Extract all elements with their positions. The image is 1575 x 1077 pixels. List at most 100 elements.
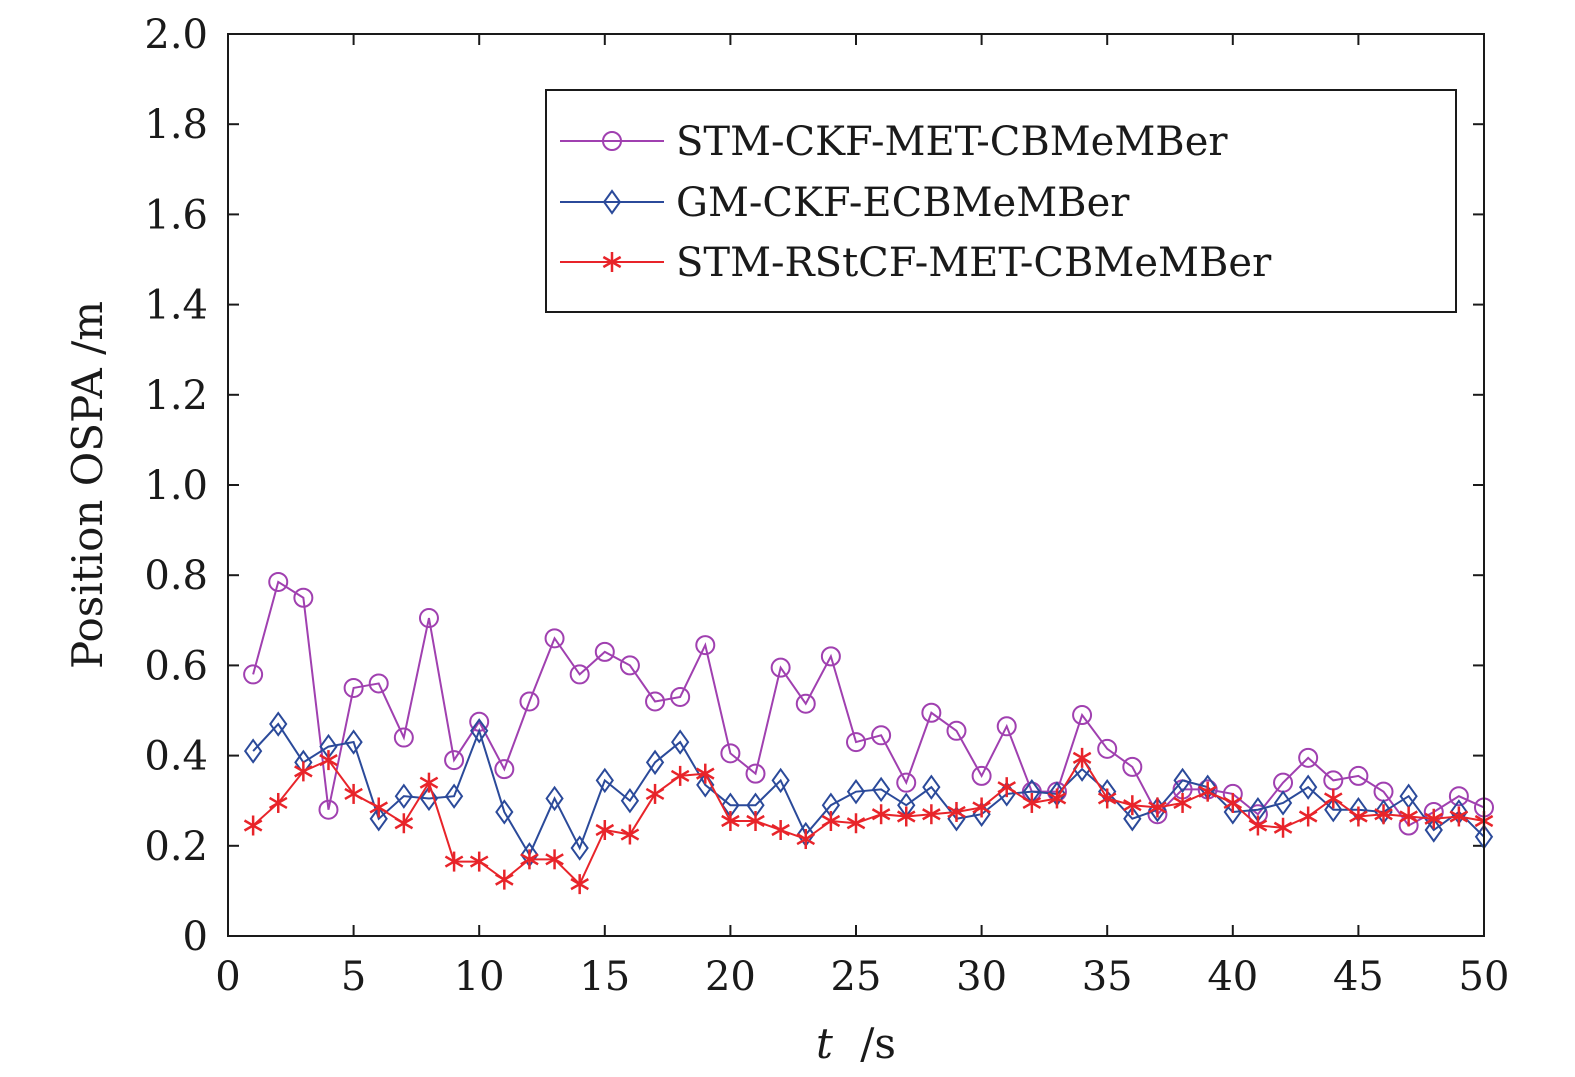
data-point-shape	[846, 778, 866, 805]
data-point	[771, 767, 790, 794]
data-point-shape	[871, 776, 891, 803]
data-point	[1424, 808, 1444, 829]
data-point-shape	[1299, 774, 1318, 800]
data-point	[1349, 806, 1368, 827]
data-point	[494, 759, 515, 780]
x-tick-label: 50	[1459, 954, 1510, 1000]
data-point	[1449, 806, 1469, 827]
data-point-stroke	[670, 769, 690, 782]
data-point	[1324, 797, 1343, 823]
data-point-shape	[871, 725, 892, 746]
series-line	[252, 722, 1485, 858]
data-point	[645, 749, 665, 776]
data-point	[971, 765, 992, 786]
data-point-stroke	[1097, 792, 1117, 805]
data-point-shape	[243, 738, 263, 764]
legend-marker-shape	[602, 189, 622, 215]
data-point-stroke	[746, 814, 765, 828]
legend-entries: STM-CKF-MET-CBMeMBer GM-CKF-ECBMeMBer STM-…	[560, 119, 1272, 286]
data-point-shape	[1424, 817, 1443, 843]
data-point-stroke	[1424, 812, 1444, 825]
y-tick-label: 2.0	[144, 12, 208, 58]
data-point	[922, 774, 941, 800]
data-point-shape	[1122, 756, 1143, 777]
data-point-stroke	[1399, 810, 1418, 823]
data-point	[997, 777, 1017, 798]
data-point-stroke	[947, 805, 966, 819]
x-tick-label: 10	[454, 954, 505, 1000]
data-point	[243, 664, 264, 685]
data-point-shape	[645, 749, 665, 776]
data-point	[294, 761, 313, 782]
legend-entry: STM-CKF-MET-CBMeMBer	[560, 119, 1228, 165]
y-tick-label: 1.4	[144, 283, 208, 329]
data-point-stroke	[1323, 792, 1343, 805]
data-point-shape	[594, 641, 615, 662]
y-tick-label: 1.6	[144, 192, 208, 238]
data-point	[1123, 795, 1142, 816]
data-point-shape	[343, 677, 364, 698]
data-point	[871, 776, 891, 803]
data-point-shape	[368, 673, 389, 694]
data-point	[1299, 774, 1318, 800]
data-point	[770, 657, 791, 678]
data-point-shape	[293, 587, 314, 608]
data-point	[1298, 806, 1318, 827]
data-point	[1273, 817, 1293, 838]
data-point-stroke	[1273, 821, 1293, 834]
data-point-shape	[470, 718, 489, 744]
data-point-shape	[771, 767, 790, 794]
data-point-shape	[393, 727, 414, 748]
data-point-shape	[971, 765, 992, 786]
data-point	[469, 851, 489, 872]
data-point-shape	[1273, 790, 1293, 816]
data-point	[545, 785, 564, 812]
data-point-shape	[495, 799, 514, 825]
data-point	[620, 787, 640, 814]
data-point-shape	[595, 767, 614, 794]
data-point	[1022, 792, 1042, 813]
data-point-shape	[1298, 747, 1319, 768]
data-point-stroke	[495, 873, 514, 886]
data-point	[1374, 804, 1393, 825]
data-point-shape	[1173, 767, 1192, 794]
data-point	[1323, 788, 1343, 809]
data-point-shape	[418, 608, 439, 629]
legend-entry: STM-RStCF-MET-CBMeMBer	[560, 240, 1272, 286]
data-point	[545, 849, 564, 870]
data-point	[695, 635, 716, 656]
data-point-shape	[745, 763, 766, 784]
data-point	[293, 587, 314, 608]
data-point	[343, 677, 364, 698]
data-point	[318, 799, 339, 820]
data-point	[495, 869, 514, 890]
data-point	[419, 772, 439, 793]
series-line	[252, 580, 1485, 827]
y-tick-label: 0	[183, 914, 208, 960]
data-point-shape	[545, 785, 564, 812]
data-point-stroke	[1047, 792, 1067, 805]
data-point	[745, 763, 766, 784]
data-point-stroke	[319, 754, 338, 767]
data-point	[796, 829, 816, 850]
x-tick-label: 40	[1207, 954, 1258, 1000]
data-point-shape	[695, 635, 716, 656]
data-point-stroke	[268, 796, 288, 810]
data-point-stroke	[972, 801, 991, 814]
data-point	[344, 783, 363, 804]
data-point-stroke	[1072, 751, 1092, 764]
data-point	[1348, 765, 1369, 786]
data-point	[1097, 788, 1117, 809]
data-point-stroke	[1198, 785, 1217, 798]
data-point-shape	[269, 711, 288, 737]
data-point-shape	[770, 657, 791, 678]
data-point	[369, 797, 389, 818]
data-point-shape	[620, 787, 640, 814]
data-point	[1047, 788, 1067, 809]
x-tick-label: 5	[341, 954, 366, 1000]
data-point-shape	[1123, 806, 1142, 832]
data-point	[972, 797, 991, 818]
data-point	[243, 815, 263, 836]
data-point-shape	[569, 664, 590, 685]
data-point-shape	[519, 691, 540, 712]
